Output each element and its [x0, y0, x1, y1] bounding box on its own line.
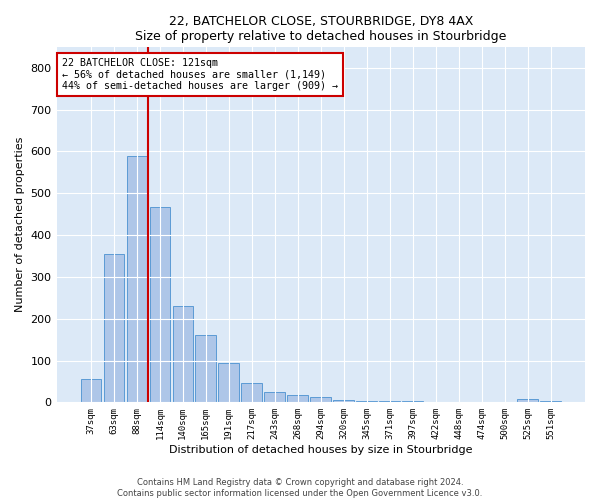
- Bar: [265, 392, 285, 402]
- Bar: [218, 362, 239, 403]
- Bar: [149, 207, 170, 402]
- Title: 22, BATCHELOR CLOSE, STOURBRIDGE, DY8 4AX
Size of property relative to detached : 22, BATCHELOR CLOSE, STOURBRIDGE, DY8 4A…: [135, 15, 506, 43]
- Bar: [287, 395, 308, 402]
- Bar: [334, 400, 354, 402]
- Bar: [173, 306, 193, 402]
- Bar: [127, 156, 147, 402]
- Y-axis label: Number of detached properties: Number of detached properties: [15, 137, 25, 312]
- X-axis label: Distribution of detached houses by size in Stourbridge: Distribution of detached houses by size …: [169, 445, 473, 455]
- Bar: [196, 336, 216, 402]
- Bar: [80, 378, 101, 402]
- Bar: [241, 382, 262, 402]
- Bar: [517, 399, 538, 402]
- Text: 22 BATCHELOR CLOSE: 121sqm
← 56% of detached houses are smaller (1,149)
44% of s: 22 BATCHELOR CLOSE: 121sqm ← 56% of deta…: [62, 58, 338, 91]
- Bar: [310, 397, 331, 402]
- Bar: [540, 401, 561, 402]
- Text: Contains HM Land Registry data © Crown copyright and database right 2024.
Contai: Contains HM Land Registry data © Crown c…: [118, 478, 482, 498]
- Bar: [104, 254, 124, 402]
